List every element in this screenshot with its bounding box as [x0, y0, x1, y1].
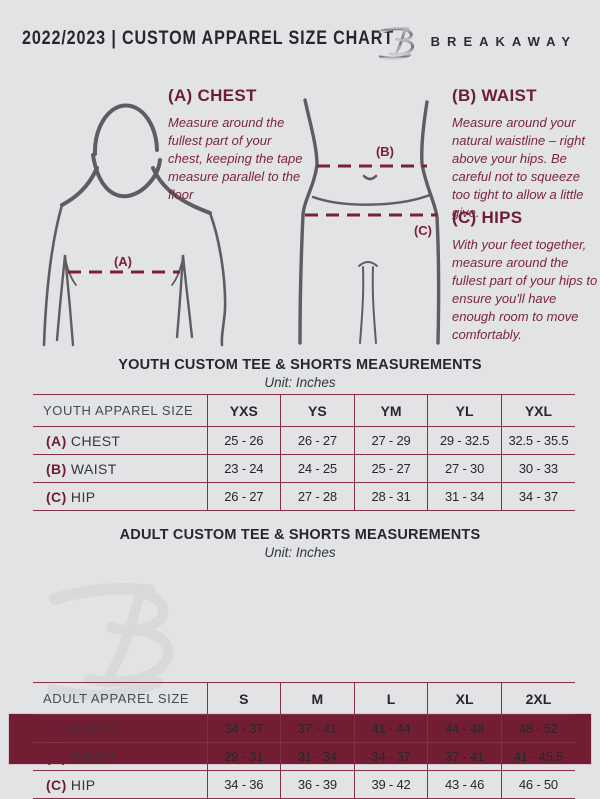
youth-table-unit: Unit: Inches: [264, 375, 336, 390]
measurement-value-cell: 34 - 37: [353, 742, 428, 771]
measurement-value-cell: 31 - 34: [280, 742, 355, 771]
measurement-value-cell: 34 - 37: [206, 714, 281, 743]
measurement-row-label: (C) HIP: [33, 770, 207, 799]
figure-upper-body: (A): [42, 103, 227, 347]
measurement-value-cell: 29 - 32.5: [427, 426, 502, 455]
page-title: 2022/2023 | CUSTOM APPAREL SIZE CHART: [22, 28, 394, 49]
size-column-header: YS: [280, 394, 355, 427]
measurement-value-cell: 27 - 29: [353, 426, 428, 455]
measurement-value-cell: 34 - 36: [206, 770, 281, 799]
measurement-value-cell: 44 - 48: [427, 714, 502, 743]
measurement-value-cell: 27 - 30: [427, 454, 502, 483]
measurement-value-cell: 34 - 37: [500, 482, 575, 511]
table-row: (A) CHEST 25 - 26 26 - 27 27 - 29 29 - 32.5 3…: [33, 426, 575, 455]
measurement-row-label: (A) CHEST: [33, 426, 207, 455]
measurement-value-cell: 26 - 27: [280, 426, 355, 455]
measurement-value-cell: 31 - 34: [427, 482, 502, 511]
measurement-value-cell: 26 - 27: [206, 482, 281, 511]
table-row: (B) WAIST 23 - 24 24 - 25 25 - 27 27 - 30 30 …: [33, 454, 575, 483]
adult-table-title: ADULT CUSTOM TEE & SHORTS MEASUREMENTS: [119, 527, 481, 543]
breakaway-logo-icon: [378, 27, 414, 60]
youth-table-title: YOUTH CUSTOM TEE & SHORTS MEASUREMENTS: [118, 357, 482, 373]
size-column-header: YL: [427, 394, 502, 427]
measurement-row-label: (C) HIP: [33, 482, 207, 511]
measurement-value-cell: 25 - 27: [353, 454, 428, 483]
measurement-value-cell: 32.5 - 35.5: [500, 426, 575, 455]
measurement-value-cell: 41 - 45.5: [500, 742, 575, 771]
hips-instructions: With your feet together, measure around …: [452, 237, 598, 342]
measurement-value-cell: 23 - 24: [206, 454, 281, 483]
adult-table-unit: Unit: Inches: [264, 545, 336, 560]
table-corner-label: ADULT APPAREL SIZE: [33, 682, 207, 715]
measurement-row-label: (B) WAIST: [33, 454, 207, 483]
measurement-value-cell: 29 - 31: [206, 742, 281, 771]
adult-size-table: ADULT APPAREL SIZE S M L XL 2XL (A) CHEST 34 - …: [33, 682, 575, 799]
chest-instructions: Measure around the fullest part of your …: [168, 115, 303, 202]
measurement-value-cell: 46 - 50: [500, 770, 575, 799]
measurement-row-label: (A) CHEST: [33, 714, 207, 743]
measurement-value-cell: 24 - 25: [280, 454, 355, 483]
guide-section-waist: (B) WAIST Measure around your natural wa…: [452, 86, 598, 222]
guide-section-chest: (A) CHEST Measure around the fullest par…: [168, 86, 306, 204]
waist-marker-label: (B): [376, 144, 394, 159]
size-column-header: L: [353, 682, 428, 715]
measurement-value-cell: 41 - 44: [353, 714, 428, 743]
hips-heading: (C) HIPS: [452, 208, 523, 227]
table-row: (C) HIP 26 - 27 27 - 28 28 - 31 31 - 34 34 - …: [33, 482, 575, 511]
brand-name: BREAKAWAY: [430, 33, 577, 49]
measurement-value-cell: 25 - 26: [206, 426, 281, 455]
hips-marker-label: (C): [414, 223, 432, 238]
measurement-value-cell: 30 - 33: [500, 454, 575, 483]
brand-logo: BREAKAWAY: [378, 20, 577, 62]
size-column-header: 2XL: [500, 682, 575, 715]
guide-section-hips: (C) HIPS With your feet together, measur…: [452, 208, 600, 344]
measurement-value-cell: 28 - 31: [353, 482, 428, 511]
measurement-value-cell: 37 - 41: [427, 742, 502, 771]
table-row: (A) CHEST 34 - 37 37 - 41 41 - 44 44 - 48 48 …: [33, 714, 575, 743]
measurement-row-label: (B) WAIST: [33, 742, 207, 771]
chest-heading: (A) CHEST: [168, 86, 257, 105]
chest-marker-label: (A): [114, 254, 132, 269]
measurement-value-cell: 27 - 28: [280, 482, 355, 511]
measurement-value-cell: 48 - 52: [500, 714, 575, 743]
measurement-value-cell: 37 - 41: [280, 714, 355, 743]
size-column-header: YM: [353, 394, 428, 427]
size-column-header: S: [206, 682, 281, 715]
size-column-header: YXL: [500, 394, 575, 427]
size-column-header: M: [280, 682, 355, 715]
size-column-header: XL: [427, 682, 502, 715]
figure-waist-hips: (B) (C): [298, 98, 441, 345]
size-column-header: YXS: [206, 394, 281, 427]
measurement-value-cell: 36 - 39: [280, 770, 355, 799]
measurement-value-cell: 43 - 46: [427, 770, 502, 799]
table-row: (B) WAIST 29 - 31 31 - 34 34 - 37 37 - 41 41 …: [33, 742, 575, 771]
table-row: (C) HIP 34 - 36 36 - 39 39 - 42 43 - 46 46 - …: [33, 770, 575, 799]
waist-instructions: Measure around your natural waistline – …: [452, 115, 585, 220]
measurement-value-cell: 39 - 42: [353, 770, 428, 799]
table-corner-label: YOUTH APPAREL SIZE: [33, 394, 207, 427]
youth-size-table: YOUTH APPAREL SIZE YXS YS YM YL YXL (A) CHEST 2…: [33, 394, 575, 511]
waist-heading: (B) WAIST: [452, 86, 537, 105]
